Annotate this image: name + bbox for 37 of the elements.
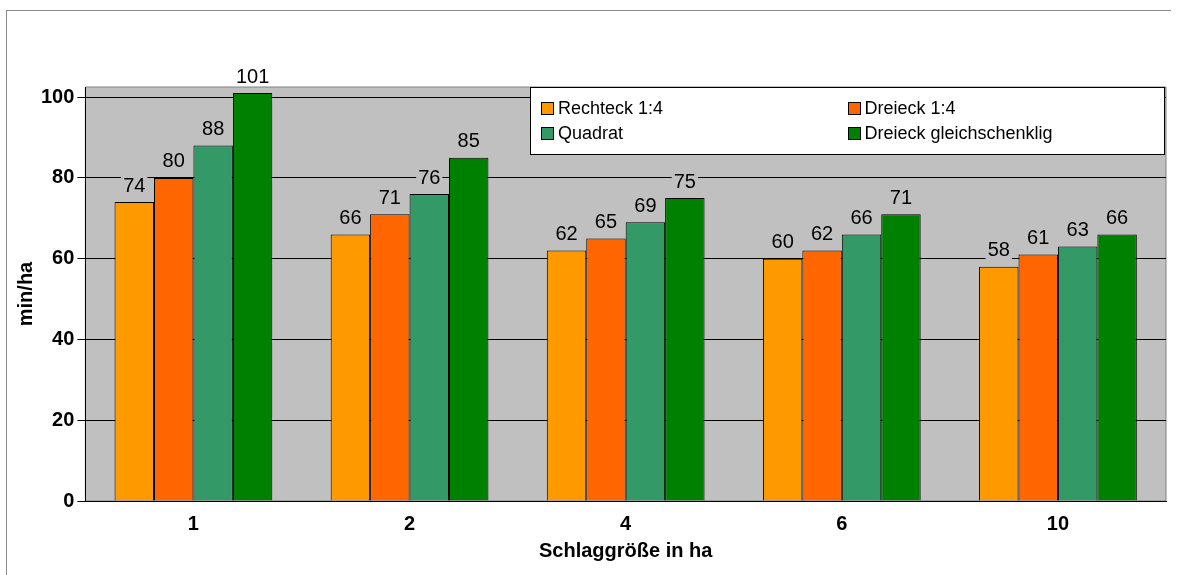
x-tick-label: 2 xyxy=(404,511,416,534)
y-tick-label: 20 xyxy=(52,407,75,430)
data-label: 75 xyxy=(673,169,696,192)
data-label: 80 xyxy=(162,149,185,172)
y-axis-title: min/ha xyxy=(13,260,36,327)
data-label: 63 xyxy=(1066,218,1089,241)
data-label: 88 xyxy=(202,117,225,140)
x-tick-label: 6 xyxy=(836,511,848,534)
data-label: 66 xyxy=(850,205,873,228)
data-label: 58 xyxy=(987,238,1010,261)
x-tick-label: 1 xyxy=(187,511,199,534)
data-label: 66 xyxy=(1105,205,1129,228)
data-label: 62 xyxy=(810,222,834,245)
x-axis-title: Schlaggröße in ha xyxy=(539,538,714,561)
data-label: 101 xyxy=(235,64,270,87)
data-label: 85 xyxy=(457,129,480,152)
data-label: 62 xyxy=(555,222,578,245)
data-label: 69 xyxy=(634,193,657,216)
x-tick-label: 4 xyxy=(620,511,633,534)
legend-label: Dreieck 1:4 xyxy=(864,98,956,119)
y-tick-label: 80 xyxy=(52,165,75,188)
y-tick-label: 60 xyxy=(52,246,75,269)
legend-label: Dreieck gleichschenklig xyxy=(864,123,1053,144)
data-label: 60 xyxy=(771,230,794,253)
data-label: 61 xyxy=(1027,226,1050,249)
data-label: 66 xyxy=(339,205,362,228)
legend-label: Quadrat xyxy=(558,123,624,144)
data-label: 76 xyxy=(418,165,441,188)
x-tick-label: 10 xyxy=(1046,511,1070,534)
y-tick-label: 0 xyxy=(63,488,75,511)
y-tick-label: 100 xyxy=(40,84,75,107)
legend-label: Rechteck 1:4 xyxy=(558,98,664,119)
data-label: 65 xyxy=(594,209,618,232)
y-tick-label: 40 xyxy=(52,326,75,349)
data-label: 74 xyxy=(123,173,146,196)
data-label: 71 xyxy=(889,185,913,208)
data-label: 71 xyxy=(378,185,401,208)
